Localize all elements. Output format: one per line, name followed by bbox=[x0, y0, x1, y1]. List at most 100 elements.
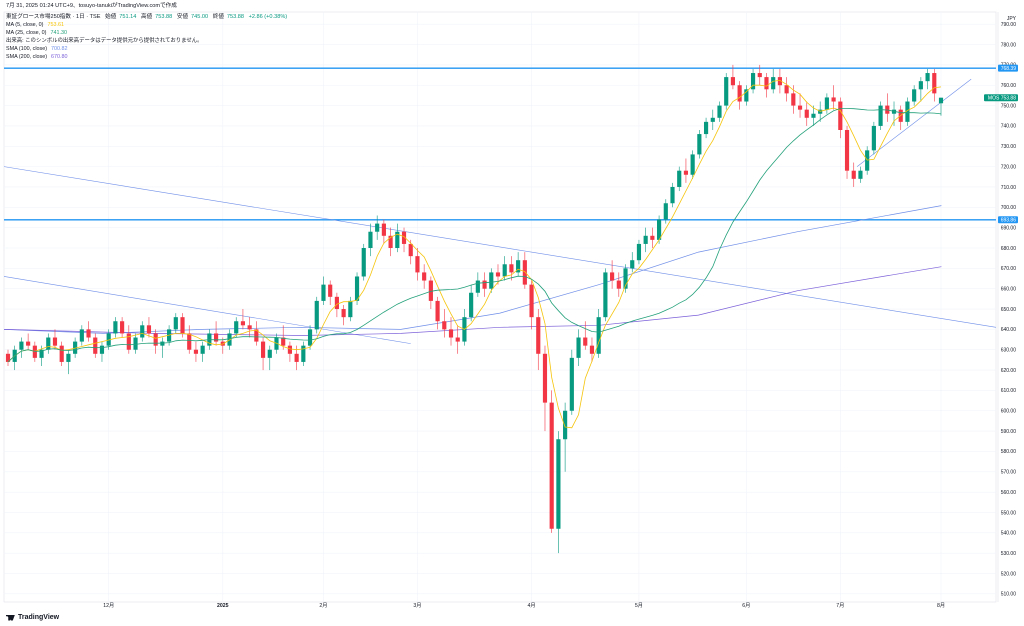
candle-body bbox=[771, 77, 776, 90]
brand-text: TradingView bbox=[18, 614, 60, 621]
candle-body bbox=[750, 73, 756, 90]
candle-body bbox=[583, 337, 588, 346]
x-tick-label: 12月 bbox=[103, 602, 114, 609]
x-tick-label: 6月 bbox=[742, 602, 750, 609]
indicator-row[interactable]: MA (25, close, 0) 741.30 bbox=[6, 30, 67, 36]
price-axis[interactable]: JPY 510.00 520.00 530.00 540.00 550.00 560.00 5… bbox=[997, 12, 1017, 602]
grid bbox=[3, 11, 997, 603]
candle-body bbox=[475, 280, 480, 293]
candle-body bbox=[670, 186, 675, 204]
trendlines[interactable] bbox=[3, 78, 997, 344]
indicator-row[interactable]: 出来高: このシンボルの出来高データはデータ提供元から提供されておりません。 bbox=[6, 38, 203, 44]
candle-body bbox=[710, 117, 715, 122]
candle-body bbox=[133, 337, 138, 350]
candle-body bbox=[106, 333, 111, 346]
time-axis[interactable]: 12月 2025 2月 3月 4月 5月 6月 7月 8月 bbox=[103, 602, 945, 609]
candle-body bbox=[636, 243, 642, 261]
candle-body bbox=[281, 337, 286, 346]
candle-body bbox=[301, 345, 306, 362]
y-tick-label: 730.00 bbox=[1001, 144, 1017, 150]
x-tick-label: 7月 bbox=[836, 602, 844, 609]
candle-body bbox=[737, 85, 742, 102]
low-value: 745.00 bbox=[191, 14, 209, 20]
candle-body bbox=[146, 325, 152, 334]
candle-body bbox=[502, 264, 507, 277]
candle-body bbox=[200, 345, 205, 354]
candle-body bbox=[677, 170, 682, 187]
indicator-value: 670.80 bbox=[51, 54, 68, 60]
currency-label: JPY bbox=[1007, 16, 1017, 22]
candle-body bbox=[287, 345, 292, 354]
candle-body bbox=[126, 333, 131, 350]
candle-body bbox=[697, 134, 702, 155]
price-label-text: 693.86 bbox=[1001, 218, 1017, 224]
candle-body bbox=[938, 97, 944, 104]
candle-body bbox=[113, 321, 118, 334]
candle-body bbox=[234, 321, 239, 334]
y-tick-label: 780.00 bbox=[1001, 42, 1017, 48]
tradingview-brand[interactable]: TradingView bbox=[6, 614, 59, 621]
candle-body bbox=[918, 81, 923, 90]
x-tick-label: 3月 bbox=[413, 602, 421, 609]
candle-body bbox=[140, 325, 145, 338]
candle-body bbox=[495, 272, 501, 277]
y-tick-label: 740.00 bbox=[1001, 124, 1017, 130]
y-tick-label: 610.00 bbox=[1001, 388, 1017, 394]
price-label-bg bbox=[998, 216, 1018, 224]
candle-body bbox=[912, 89, 917, 102]
x-tick-label: 2025 bbox=[217, 603, 229, 609]
candle-body bbox=[388, 235, 393, 248]
symbol-title[interactable]: 東証グロース市場250指数 · 1日 · TSE bbox=[6, 14, 101, 20]
candle-body bbox=[811, 113, 816, 118]
y-tick-label: 590.00 bbox=[1001, 429, 1017, 435]
y-tick-label: 580.00 bbox=[1001, 449, 1017, 455]
candle-body bbox=[321, 284, 326, 301]
x-tick-label: 8月 bbox=[937, 602, 945, 609]
candle-body bbox=[596, 317, 601, 354]
candle-body bbox=[260, 341, 266, 358]
sma100-line bbox=[3, 205, 942, 334]
candle-body bbox=[59, 345, 64, 362]
candle-body bbox=[804, 109, 809, 118]
candle-body bbox=[663, 203, 668, 220]
candle-body bbox=[536, 317, 541, 354]
low-label: 安値 bbox=[176, 14, 189, 20]
candle-body bbox=[415, 256, 420, 273]
ohlc-legend: 東証グロース市場250指数 · 1日 · TSE 始値 751.14 高値 753.… bbox=[6, 14, 290, 20]
y-tick-label: 750.00 bbox=[1001, 103, 1017, 109]
price-labels: 768.39 MOS 753.88 693.86 bbox=[984, 64, 1018, 224]
candle-body bbox=[428, 280, 433, 301]
indicator-value: 753.61 bbox=[47, 22, 64, 28]
y-tick-label: 550.00 bbox=[1001, 510, 1017, 516]
candle-body bbox=[240, 321, 246, 326]
candle-body bbox=[46, 337, 51, 350]
candle-body bbox=[395, 231, 400, 248]
y-tick-label: 520.00 bbox=[1001, 571, 1017, 577]
candle-body bbox=[522, 260, 527, 285]
indicator-row[interactable]: SMA (200, close) 670.80 bbox=[6, 54, 68, 60]
price-label-text: MOS 753.88 bbox=[988, 95, 1016, 101]
candle-body bbox=[616, 280, 621, 289]
trendline bbox=[856, 78, 972, 167]
indicator-label: SMA (200, close) bbox=[6, 54, 48, 60]
x-tick-label: 2月 bbox=[319, 602, 327, 609]
candle-body bbox=[589, 345, 595, 354]
candle-body bbox=[657, 219, 662, 240]
y-tick-label: 650.00 bbox=[1001, 307, 1017, 313]
indicator-row[interactable]: MA (5, close, 0) 753.61 bbox=[6, 22, 64, 28]
candle-body bbox=[905, 101, 910, 122]
candle-body bbox=[93, 337, 98, 354]
y-tick-label: 640.00 bbox=[1001, 327, 1017, 333]
candle-body bbox=[455, 337, 460, 342]
y-tick-label: 760.00 bbox=[1001, 83, 1017, 89]
candle-body bbox=[791, 93, 796, 106]
candle-body bbox=[66, 353, 71, 362]
indicator-row[interactable]: SMA (100, close) 700.82 bbox=[6, 46, 68, 52]
candle-body bbox=[878, 105, 883, 126]
candle-body bbox=[764, 77, 769, 90]
horizontal-lines[interactable] bbox=[4, 67, 996, 221]
candle-body bbox=[187, 333, 192, 350]
candle-body bbox=[267, 349, 272, 358]
y-tick-label: 510.00 bbox=[1001, 592, 1017, 598]
